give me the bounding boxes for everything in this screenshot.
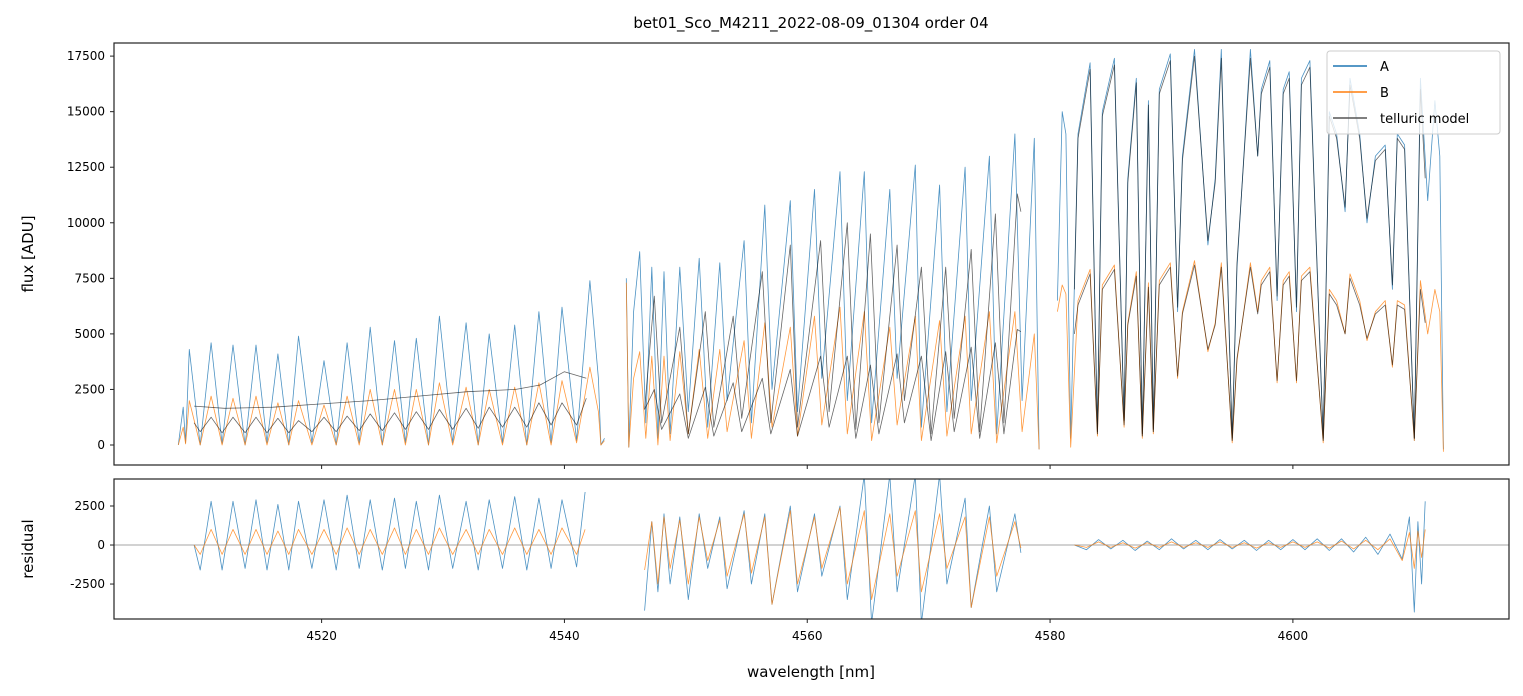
y-tick-label: 0 (97, 438, 105, 452)
legend-box (1326, 50, 1501, 135)
y-tick-label: 2500 (74, 499, 105, 513)
series-telluric-model-segment-3 (644, 328, 1022, 442)
flux-plot (177, 49, 1444, 452)
series-a-segment-1 (644, 479, 1022, 619)
residual-y-axis-label: residual (19, 519, 37, 578)
y-tick-label: -2500 (70, 577, 105, 591)
flux-y-axis-label: flux [ADU] (19, 215, 37, 292)
series-telluric-model-segment-5 (1074, 264, 1426, 442)
legend: A B telluric model (1326, 50, 1501, 135)
axes: 0 2500 5000 7500 10000 12500 15000 17500 4520 454… (67, 42, 1510, 643)
legend-label-telluric: telluric model (1380, 112, 1469, 127)
series-b-segment-1 (644, 507, 1022, 608)
series-telluric-model-segment-1 (193, 398, 587, 434)
series-telluric-model-segment-4 (1074, 55, 1426, 439)
series-b-segment-1 (625, 282, 1040, 450)
series-a-segment-1 (625, 133, 1040, 450)
y-tick-label: 2500 (74, 382, 105, 396)
chart-title: bet01_Sco_M4211_2022-08-09_01304 order 0… (633, 14, 988, 33)
series-a-segment-2 (1074, 501, 1426, 613)
y-tick-label: 10000 (67, 216, 105, 230)
y-tick-label: 7500 (74, 271, 105, 285)
residual-axes-frame (113, 478, 1510, 620)
residual-plot (114, 479, 1509, 619)
x-tick-label: 4580 (1035, 629, 1066, 643)
series-b-segment-2 (1074, 529, 1426, 569)
flux-axes-frame (113, 42, 1510, 466)
y-tick-label: 12500 (67, 160, 105, 174)
x-tick-label: 4600 (1278, 629, 1309, 643)
series-b-segment-0 (193, 527, 586, 555)
series-b-segment-0 (177, 366, 605, 446)
series-telluric-model-segment-2 (644, 193, 1022, 435)
y-tick-label: 15000 (67, 105, 105, 119)
series-a-segment-0 (193, 491, 586, 571)
y-tick-label: 0 (97, 538, 105, 552)
x-tick-label: 4540 (549, 629, 580, 643)
x-tick-label: 4520 (306, 629, 337, 643)
series-a-segment-0 (177, 280, 605, 446)
y-tick-label: 5000 (74, 327, 105, 341)
x-tick-label: 4560 (792, 629, 823, 643)
series-telluric-model-segment-0 (194, 371, 587, 409)
legend-label-a: A (1380, 60, 1389, 75)
legend-label-b: B (1380, 86, 1389, 101)
x-axis-label: wavelength [nm] (747, 663, 875, 681)
y-tick-label: 17500 (67, 49, 105, 63)
